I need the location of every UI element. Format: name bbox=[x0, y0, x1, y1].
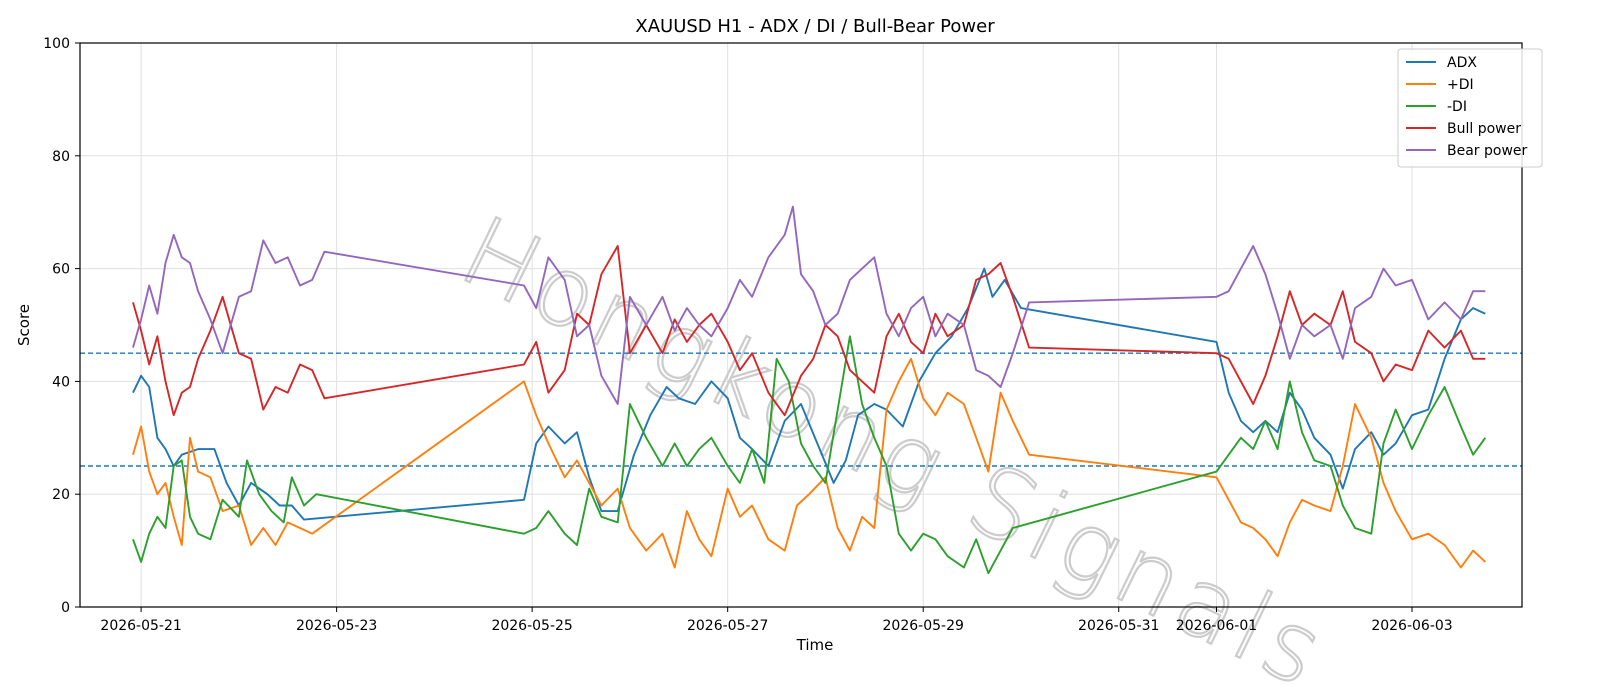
x-tick-label: 2026-05-29 bbox=[883, 618, 964, 634]
x-tick-label: 2026-05-31 bbox=[1078, 618, 1159, 634]
series-line-di bbox=[132, 357, 1486, 569]
y-tick-label: 80 bbox=[52, 149, 70, 165]
series-line-di bbox=[132, 335, 1487, 575]
x-tick-label: 2026-05-25 bbox=[491, 618, 572, 634]
legend-label: Bull power bbox=[1447, 121, 1521, 137]
legend-label: +DI bbox=[1447, 77, 1474, 93]
x-tick-label: 2026-06-01 bbox=[1176, 618, 1257, 634]
legend-label: Bear power bbox=[1447, 143, 1528, 159]
series-line-adx bbox=[132, 267, 1486, 521]
y-tick-label: 40 bbox=[52, 374, 70, 390]
legend-label: ADX bbox=[1447, 55, 1477, 71]
y-tick-label: 20 bbox=[52, 487, 70, 503]
x-tick-label: 2026-06-03 bbox=[1371, 618, 1452, 634]
x-tick-label: 2026-05-21 bbox=[100, 618, 181, 634]
plot-frame bbox=[79, 42, 1523, 608]
y-tick-label: 0 bbox=[61, 600, 70, 616]
x-axis-title: Time bbox=[796, 636, 834, 654]
series bbox=[132, 205, 1487, 575]
y-tick-label: 60 bbox=[52, 262, 70, 278]
y-axis-title: Score bbox=[15, 304, 33, 346]
legend: ADX +DI -DI Bull power Bear power bbox=[1397, 48, 1543, 168]
series-line-bear-power bbox=[132, 205, 1486, 405]
y-tick-label: 100 bbox=[43, 36, 70, 52]
grid bbox=[80, 42, 1522, 608]
legend-box bbox=[1397, 48, 1543, 168]
threshold-lines bbox=[80, 352, 1522, 467]
x-tick-label: 2026-05-27 bbox=[687, 618, 768, 634]
y-axis: 0 20 40 60 80 100 bbox=[43, 36, 80, 616]
x-tick-label: 2026-05-23 bbox=[296, 618, 377, 634]
chart-title: XAUUSD H1 - ADX / DI / Bull-Bear Power bbox=[635, 16, 995, 37]
legend-label: -DI bbox=[1447, 99, 1467, 115]
x-axis: 2026-05-21 2026-05-23 2026-05-25 2026-05-27… bbox=[100, 607, 1453, 634]
